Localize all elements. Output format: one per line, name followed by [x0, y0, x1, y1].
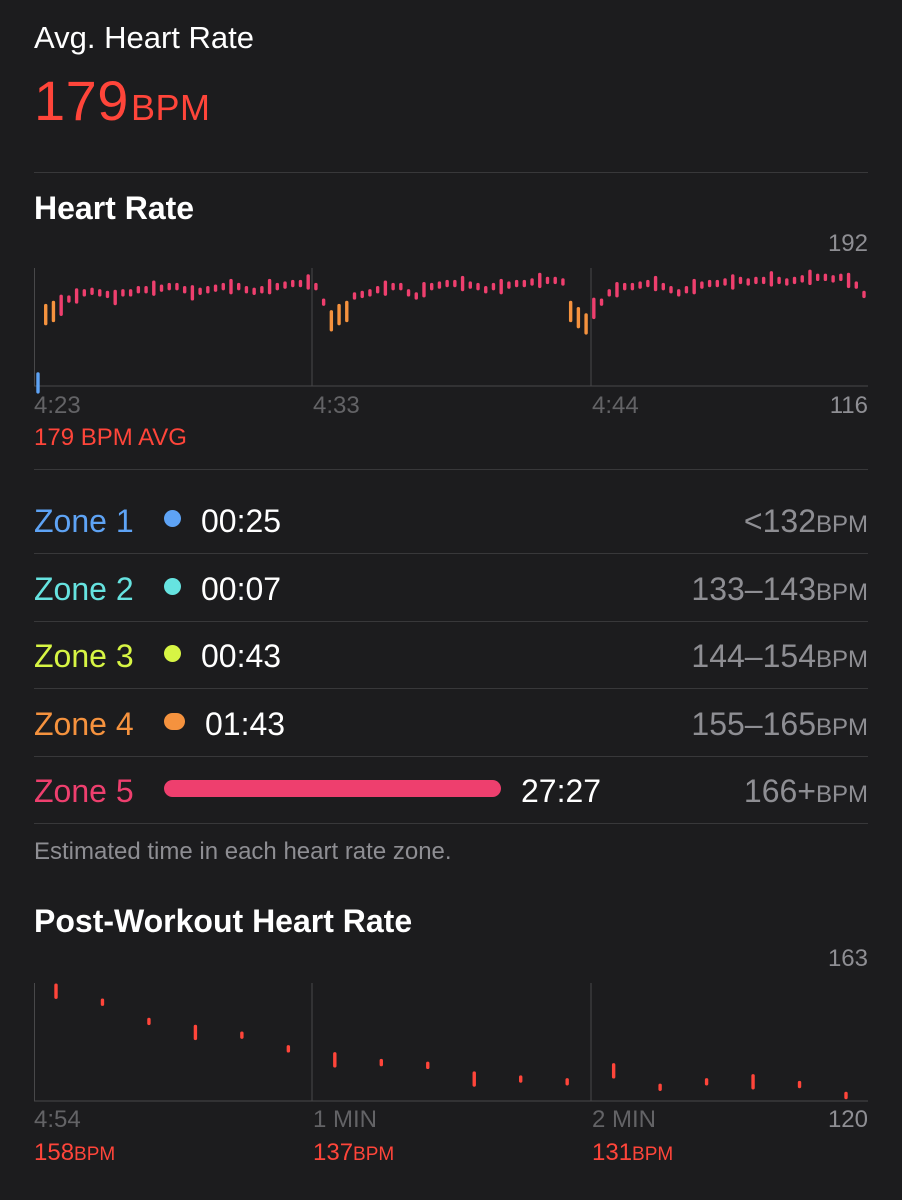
hr-x-tick-1: 4:23 [34, 392, 81, 419]
zone-time: 01:43 [205, 705, 286, 742]
zone-range-value: 144–154 [691, 638, 816, 674]
zone-range-value: 166+ [743, 773, 816, 809]
divider [34, 469, 868, 470]
zone-time: 00:43 [201, 638, 282, 674]
zone-row: Zone 4 01:43 155–165BPM [34, 690, 868, 757]
divider [34, 823, 868, 824]
heart-rate-chart[interactable] [0, 0, 902, 400]
zone-range: 155–165BPM [691, 706, 868, 743]
zone-name: Zone 1 [34, 503, 134, 539]
post-workout-title: Post-Workout Heart Rate [34, 903, 413, 939]
heart-rate-title: Heart Rate [34, 190, 195, 226]
post-bpm-value-2: 137 [313, 1139, 354, 1166]
post-workout-chart[interactable] [0, 0, 902, 1130]
post-y-max-label: 163 [827, 945, 868, 972]
post-bpm-value-3: 131 [592, 1139, 633, 1166]
zone-row: Zone 3 00:43 144–154BPM [34, 622, 868, 689]
zone-duration-bar [164, 712, 185, 730]
zone-range: <132BPM [744, 503, 868, 540]
post-x-tick-2: 1 MIN [313, 1106, 378, 1133]
zone-row: Zone 5 27:27 166+BPM [34, 757, 868, 824]
post-bpm-label-3: 131BPM [592, 1139, 673, 1167]
zone-duration-bar [164, 780, 501, 797]
zone-range-value: 133–143 [691, 570, 816, 607]
zone-time: 27:27 [521, 773, 602, 809]
post-bpm-value-1: 158 [34, 1139, 75, 1166]
zone-time: 00:07 [201, 570, 282, 607]
hr-x-tick-3: 4:44 [592, 392, 639, 419]
hr-x-tick-2: 4:33 [313, 392, 360, 419]
zone-range: 144–154BPM [691, 638, 868, 675]
zone-range-unit: BPM [815, 578, 868, 606]
zone-row: Zone 2 00:07 133–143BPM [34, 555, 868, 622]
divider [34, 620, 868, 622]
zone-name: Zone 3 [34, 638, 134, 674]
avg-value-number: 179 [34, 69, 129, 132]
divider [34, 172, 868, 173]
avg-value-unit: BPM [130, 87, 211, 128]
zone-name: Zone 2 [34, 570, 134, 607]
post-bpm-unit-3: BPM [632, 1144, 674, 1165]
zone-range-unit: BPM [815, 781, 868, 808]
zone-range: 133–143BPM [691, 571, 868, 608]
post-bpm-label-2: 137BPM [313, 1139, 394, 1167]
zone-duration-bar [164, 645, 181, 662]
post-bpm-unit-1: BPM [74, 1144, 116, 1165]
zone-range-value: <132 [743, 503, 816, 539]
divider [34, 688, 868, 689]
divider [34, 755, 868, 757]
post-bpm-label-1: 158BPM [34, 1139, 115, 1167]
avg-heart-rate-title: Avg. Heart Rate [34, 20, 254, 55]
hr-y-max-label: 192 [827, 230, 868, 257]
zone-range-unit: BPM [815, 713, 868, 741]
zone-duration-bar [164, 510, 181, 527]
post-x-tick-3: 2 MIN [592, 1106, 657, 1133]
zone-range-unit: BPM [815, 511, 868, 538]
zone-duration-bar [164, 577, 181, 595]
post-x-tick-1: 4:54 [34, 1106, 81, 1133]
zones-note: Estimated time in each heart rate zone. [34, 838, 452, 865]
zone-name: Zone 4 [34, 705, 134, 742]
avg-heart-rate-value: 179BPM [34, 68, 210, 133]
zone-time: 00:25 [201, 503, 282, 539]
zone-range-value: 155–165 [691, 705, 816, 742]
zone-range-unit: BPM [815, 646, 868, 673]
zone-row: Zone 1 00:25 <132BPM [34, 487, 868, 554]
post-bpm-unit-2: BPM [353, 1144, 395, 1165]
hr-y-min-label: 116 [829, 392, 868, 419]
divider [34, 553, 868, 554]
post-y-min-label: 120 [827, 1106, 868, 1133]
zone-name: Zone 5 [34, 773, 134, 809]
hr-avg-label: 179 BPM AVG [34, 424, 187, 451]
zone-range: 166+BPM [744, 773, 868, 810]
